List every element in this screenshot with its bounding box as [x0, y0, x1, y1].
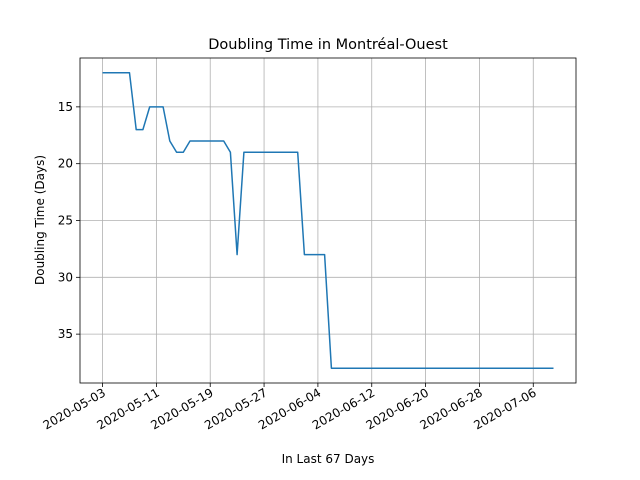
y-tick-label: 20 — [58, 157, 73, 171]
grid — [80, 58, 576, 383]
y-tick-label: 35 — [58, 327, 73, 341]
y-axis-ticks: 15 20 25 30 35 — [58, 100, 80, 341]
x-axis-ticks: 2020-05-032020-05-112020-05-192020-05-27… — [41, 383, 539, 432]
y-tick-label: 25 — [58, 214, 73, 228]
series-layer — [102, 72, 554, 369]
series-line — [102, 72, 554, 369]
y-tick-label: 30 — [58, 270, 73, 284]
y-tick-label: 15 — [58, 100, 73, 114]
chart-title: Doubling Time in Montréal-Ouest — [208, 37, 448, 53]
y-axis-label: Doubling Time (Days) — [33, 155, 47, 285]
x-axis-label: In Last 67 Days — [282, 452, 375, 466]
